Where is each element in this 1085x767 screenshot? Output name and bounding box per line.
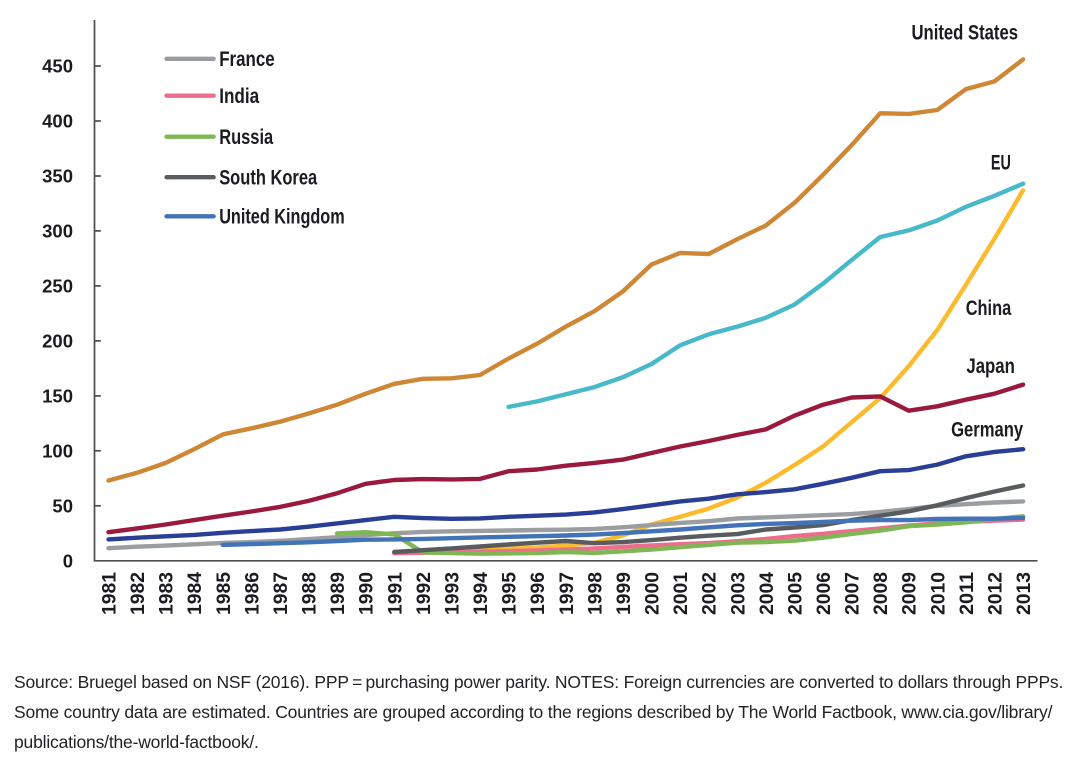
svg-text:1993: 1993 <box>442 572 464 615</box>
svg-text:1996: 1996 <box>527 572 549 615</box>
svg-text:50: 50 <box>52 495 73 516</box>
svg-text:1988: 1988 <box>299 572 321 615</box>
svg-text:350: 350 <box>42 166 73 187</box>
svg-text:1984: 1984 <box>184 572 206 615</box>
svg-text:2001: 2001 <box>670 572 692 615</box>
svg-text:1990: 1990 <box>356 572 378 615</box>
svg-text:1995: 1995 <box>499 572 521 615</box>
svg-text:EU: EU <box>991 151 1011 174</box>
svg-text:France: France <box>219 48 275 71</box>
svg-text:1997: 1997 <box>556 572 578 615</box>
svg-text:2003: 2003 <box>727 572 749 615</box>
svg-text:2013: 2013 <box>1013 572 1035 615</box>
svg-text:Russia: Russia <box>219 126 273 149</box>
svg-text:2004: 2004 <box>756 572 778 615</box>
svg-text:1999: 1999 <box>613 572 635 615</box>
svg-text:1989: 1989 <box>327 572 349 615</box>
svg-text:2010: 2010 <box>927 572 949 615</box>
svg-text:India: India <box>219 85 259 108</box>
svg-text:2008: 2008 <box>870 572 892 615</box>
svg-text:1991: 1991 <box>384 572 406 615</box>
svg-text:2005: 2005 <box>784 572 806 615</box>
svg-text:150: 150 <box>42 386 73 407</box>
svg-text:2011: 2011 <box>956 572 978 615</box>
svg-text:2007: 2007 <box>842 572 864 615</box>
svg-text:450: 450 <box>42 56 73 77</box>
svg-text:1992: 1992 <box>413 572 435 615</box>
svg-text:100: 100 <box>42 440 73 461</box>
svg-text:2000: 2000 <box>642 572 664 615</box>
svg-text:1981: 1981 <box>99 572 121 615</box>
svg-text:2006: 2006 <box>813 572 835 615</box>
svg-text:300: 300 <box>42 221 73 242</box>
svg-text:1986: 1986 <box>241 572 263 615</box>
svg-text:1985: 1985 <box>213 572 235 615</box>
svg-text:250: 250 <box>42 276 73 297</box>
svg-text:United States: United States <box>912 22 1019 45</box>
svg-text:0: 0 <box>63 550 73 571</box>
svg-text:Germany: Germany <box>951 419 1023 442</box>
svg-text:South Korea: South Korea <box>219 167 317 190</box>
svg-text:1983: 1983 <box>156 572 178 615</box>
svg-text:2012: 2012 <box>985 572 1007 615</box>
svg-text:400: 400 <box>42 111 73 132</box>
svg-text:1982: 1982 <box>127 572 149 615</box>
svg-text:1987: 1987 <box>270 572 292 615</box>
svg-text:Japan: Japan <box>966 355 1015 378</box>
svg-text:United Kingdom: United Kingdom <box>219 206 344 229</box>
svg-text:1998: 1998 <box>584 572 606 615</box>
svg-text:China: China <box>966 297 1012 320</box>
svg-text:2009: 2009 <box>899 572 921 615</box>
svg-text:200: 200 <box>42 331 73 352</box>
svg-text:1994: 1994 <box>470 572 492 615</box>
svg-text:2002: 2002 <box>699 572 721 615</box>
